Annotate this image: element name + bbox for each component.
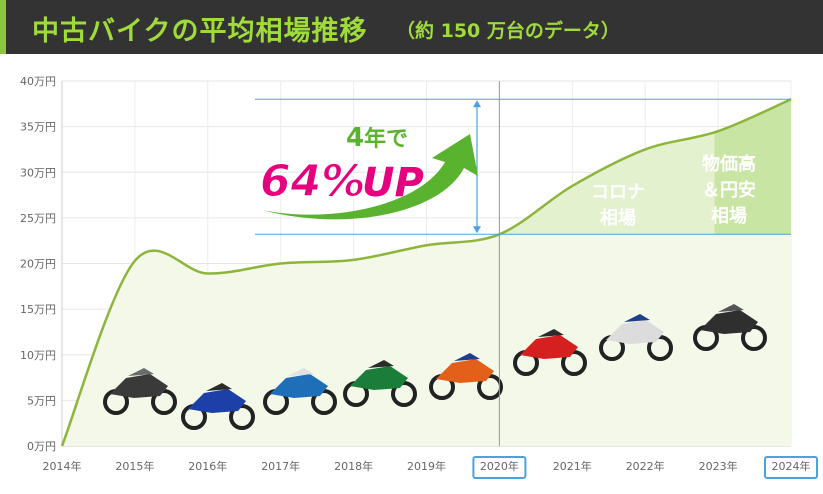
up-arrow-icon bbox=[262, 134, 478, 220]
arrow-head-top bbox=[473, 100, 481, 108]
y-tick-label: 25万円 bbox=[20, 212, 56, 225]
motorcycle-icon bbox=[693, 304, 767, 351]
arrow-head-bottom bbox=[473, 226, 481, 234]
motorcycle-images bbox=[103, 304, 767, 430]
y-tick-label: 10万円 bbox=[20, 349, 56, 362]
y-tick-label: 35万円 bbox=[20, 121, 56, 134]
y-tick-label: 5万円 bbox=[27, 394, 56, 407]
page-title: 中古バイクの平均相場推移 bbox=[32, 16, 368, 47]
x-tick-label: 2023年 bbox=[699, 459, 738, 473]
y-tick-label: 40万円 bbox=[20, 75, 56, 88]
zone-label-covid: 相場 bbox=[600, 208, 636, 229]
x-tick-label: 2014年 bbox=[43, 459, 82, 473]
x-tick-label: 2016年 bbox=[188, 459, 227, 473]
x-tick-label: 2018年 bbox=[334, 459, 373, 473]
price-trend-chart: 0万円 5万円 10万円 15万円 20万円 25万円 30万円 35万円 40万円 2014年… bbox=[20, 75, 818, 479]
callout-up: UP bbox=[362, 160, 424, 206]
motorcycle-icon bbox=[429, 353, 503, 400]
x-tick-label: 2024年 bbox=[772, 459, 811, 473]
motorcycle-icon bbox=[181, 383, 255, 430]
zone-label-inflation: ＆円安 bbox=[702, 179, 756, 201]
zone-label-inflation: 物価高 bbox=[702, 153, 756, 175]
zone-label-inflation: 相場 bbox=[711, 206, 747, 227]
zone-label-covid: コロナ bbox=[591, 182, 645, 203]
x-tick-label: 2021年 bbox=[553, 459, 592, 473]
page-subtitle: （約 150 万台のデータ） bbox=[396, 20, 620, 42]
highlight-box bbox=[764, 456, 818, 479]
y-tick-label: 0万円 bbox=[27, 440, 56, 453]
series-line bbox=[60, 98, 792, 447]
y-tick-label: 20万円 bbox=[20, 258, 56, 271]
highlight-box bbox=[472, 456, 527, 479]
motorcycle-icon bbox=[263, 368, 337, 415]
title-bar: 中古バイクの平均相場推移 （約 150 万台のデータ） bbox=[0, 0, 823, 54]
callout-years-text: 年で bbox=[364, 126, 408, 152]
motorcycle-icon bbox=[599, 314, 673, 361]
x-tick-label: 2015年 bbox=[115, 459, 154, 473]
y-tick-label: 30万円 bbox=[20, 166, 56, 179]
y-tick-label: 15万円 bbox=[20, 303, 56, 316]
motorcycle-icon bbox=[103, 368, 177, 415]
callout-years: 4 bbox=[346, 123, 364, 153]
x-tick-label: 2020年 bbox=[480, 459, 519, 473]
motorcycle-icon bbox=[513, 329, 587, 376]
x-tick-label: 2019年 bbox=[407, 459, 446, 473]
x-tick-label: 2017年 bbox=[261, 459, 300, 473]
motorcycle-icon bbox=[343, 360, 417, 407]
x-tick-label: 2022年 bbox=[626, 459, 665, 473]
callout-percent: 64% bbox=[260, 156, 365, 207]
